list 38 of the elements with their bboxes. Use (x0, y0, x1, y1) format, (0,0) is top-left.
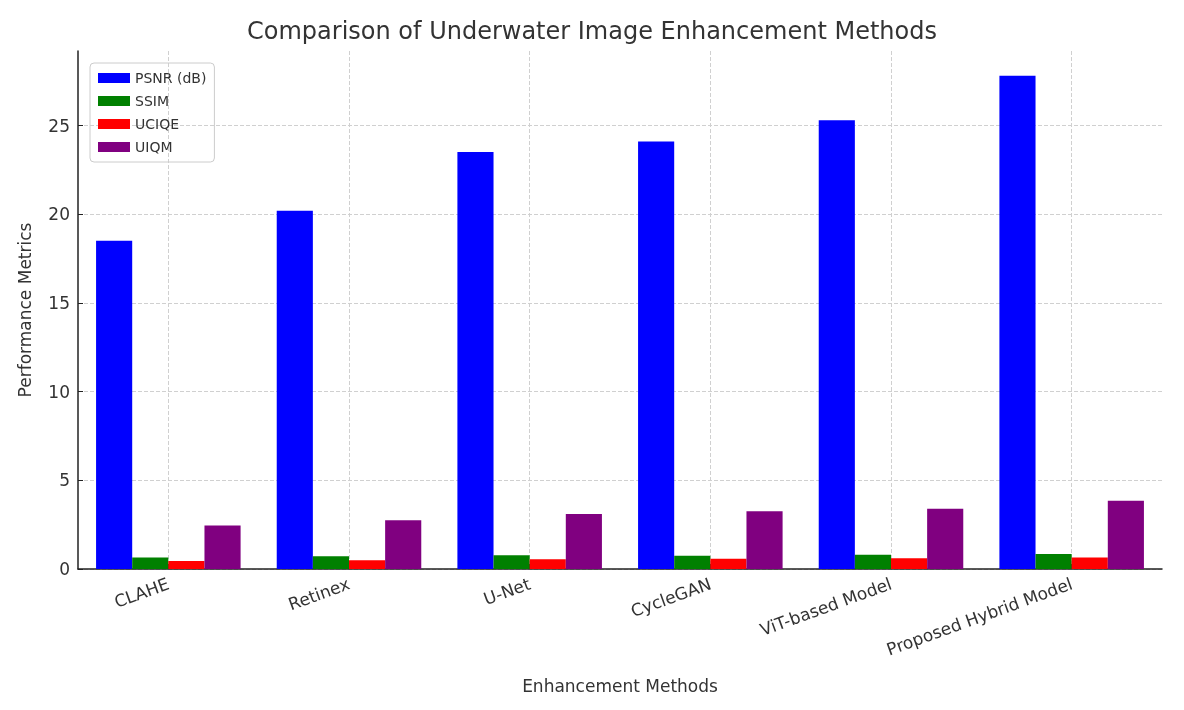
bar (565, 514, 602, 569)
y-tick-label: 20 (48, 204, 70, 225)
bar (385, 520, 422, 569)
bar (891, 558, 928, 569)
y-tick-label: 10 (48, 381, 70, 402)
bar (276, 210, 313, 569)
bar (1107, 500, 1144, 569)
bar (349, 560, 386, 569)
bar (132, 557, 169, 569)
chart-title: Comparison of Underwater Image Enhancement Methods (247, 17, 937, 45)
bar (1035, 553, 1072, 569)
bar (927, 508, 964, 569)
bar (168, 561, 205, 569)
bar (854, 554, 891, 569)
bar (96, 240, 133, 569)
legend-label: SSIM (135, 93, 169, 109)
legend-label: PSNR (dB) (135, 70, 207, 86)
legend-label: UIQM (135, 139, 173, 155)
bar (999, 75, 1036, 569)
bar (746, 511, 783, 569)
y-tick-label: 5 (59, 470, 70, 491)
bar (204, 525, 241, 569)
bar (312, 556, 349, 569)
bar (457, 152, 494, 569)
legend-label: UCIQE (135, 116, 180, 132)
bar (710, 558, 747, 569)
y-tick-label: 0 (59, 559, 70, 579)
bar (818, 120, 855, 569)
bar (1071, 557, 1108, 569)
y-tick-label: 15 (48, 292, 70, 313)
bar (638, 141, 675, 569)
x-tick-label: U-Net (480, 573, 534, 609)
bar (674, 555, 711, 569)
bar (493, 555, 530, 569)
x-axis-title: Enhancement Methods (522, 675, 719, 696)
y-axis-title: Performance Metrics (14, 222, 35, 398)
bar (529, 559, 566, 569)
y-tick-label: 25 (48, 115, 70, 136)
